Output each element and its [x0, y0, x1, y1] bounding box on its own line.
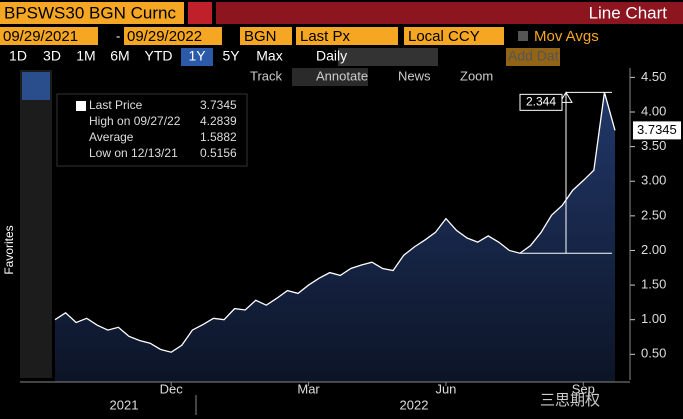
- x-tick-label: Sep: [572, 381, 595, 396]
- period-button[interactable]: 6M: [110, 48, 129, 64]
- year-label: 2021: [110, 397, 139, 412]
- y-tick-label: 1.00: [641, 311, 666, 326]
- menu-button[interactable]: [188, 2, 212, 24]
- end-date: 09/29/2022: [127, 28, 202, 45]
- period-button[interactable]: 5Y: [222, 48, 240, 64]
- x-tick-label: Dec: [160, 381, 184, 396]
- start-date: 09/29/2021: [3, 28, 78, 45]
- chart-tool[interactable]: Annotate: [316, 68, 368, 83]
- legend-value: 4.2839: [200, 114, 237, 128]
- period-button[interactable]: 3D: [43, 48, 61, 64]
- y-tick-label: 3.00: [641, 173, 666, 188]
- period-button[interactable]: YTD: [145, 48, 173, 64]
- legend-swatch: [76, 101, 86, 111]
- period-button[interactable]: 1D: [9, 48, 27, 64]
- y-tick-label: 0.50: [641, 346, 666, 361]
- start-date-box[interactable]: [0, 27, 98, 45]
- x-tick-label: Mar: [297, 381, 320, 396]
- chart-tool[interactable]: Zoom: [460, 68, 493, 83]
- period-button[interactable]: Max: [256, 48, 282, 64]
- tool-active: [292, 68, 368, 86]
- source: BGN: [244, 28, 277, 45]
- field: Last Px: [300, 28, 351, 45]
- ticker-box[interactable]: [0, 2, 184, 24]
- area: [55, 92, 615, 382]
- line: [54, 92, 616, 353]
- y-tick-label: 4.50: [641, 69, 666, 84]
- checkbox[interactable]: [518, 31, 528, 41]
- toolbox: [20, 70, 52, 378]
- legend-label: Last Price: [89, 98, 143, 112]
- chart-tool[interactable]: News: [398, 68, 431, 83]
- period-active: [181, 48, 213, 66]
- annotation-box: [519, 93, 563, 111]
- chart-tool[interactable]: Track: [250, 68, 283, 83]
- chart-type: Line Chart: [589, 3, 668, 22]
- sidebar-label: Favorites: [2, 225, 16, 274]
- legend-value: 0.5156: [200, 146, 237, 160]
- annotation: 2.344: [526, 95, 556, 109]
- year-label: 2022: [400, 397, 429, 412]
- x-tick-label: Jun: [435, 381, 456, 396]
- tool-pointer[interactable]: [22, 72, 50, 100]
- currency: Local CCY: [408, 28, 480, 45]
- add-data: Add Dat: [508, 48, 559, 64]
- y-tick-label: 4.00: [641, 103, 666, 118]
- mov-avgs: Mov Avgs: [534, 28, 599, 45]
- y-tick-label: 2.00: [641, 242, 666, 257]
- legend: [56, 93, 248, 167]
- legend-label: Average: [89, 130, 134, 144]
- legend-label: High on 09/27/22: [89, 114, 181, 128]
- frequency-box[interactable]: [338, 48, 438, 66]
- frequency: Daily: [316, 48, 347, 64]
- end-date-box[interactable]: [124, 27, 222, 45]
- add-data-box[interactable]: [506, 48, 560, 66]
- legend-value: 3.7345: [200, 98, 237, 112]
- currency-box[interactable]: [404, 27, 504, 45]
- dash: -: [116, 28, 120, 43]
- annotation-arrow: [559, 91, 573, 103]
- legend-value: 1.5882: [200, 130, 237, 144]
- title-bar: [216, 2, 683, 24]
- last-value: 3.7345: [637, 122, 677, 137]
- period-button[interactable]: 1M: [76, 48, 95, 64]
- source-box[interactable]: [240, 27, 292, 45]
- last-value-box: [633, 121, 681, 140]
- watermark: 三思期权: [540, 392, 600, 409]
- legend-label: Low on 12/13/21: [89, 146, 178, 160]
- period-button[interactable]: 1Y: [188, 48, 206, 64]
- y-tick-label: 1.50: [641, 277, 666, 292]
- ticker: BPSWS30 BGN Curnc: [4, 3, 176, 22]
- y-tick-label: 3.50: [641, 138, 666, 153]
- y-tick-label: 2.50: [641, 207, 666, 222]
- field-box[interactable]: [296, 27, 398, 45]
